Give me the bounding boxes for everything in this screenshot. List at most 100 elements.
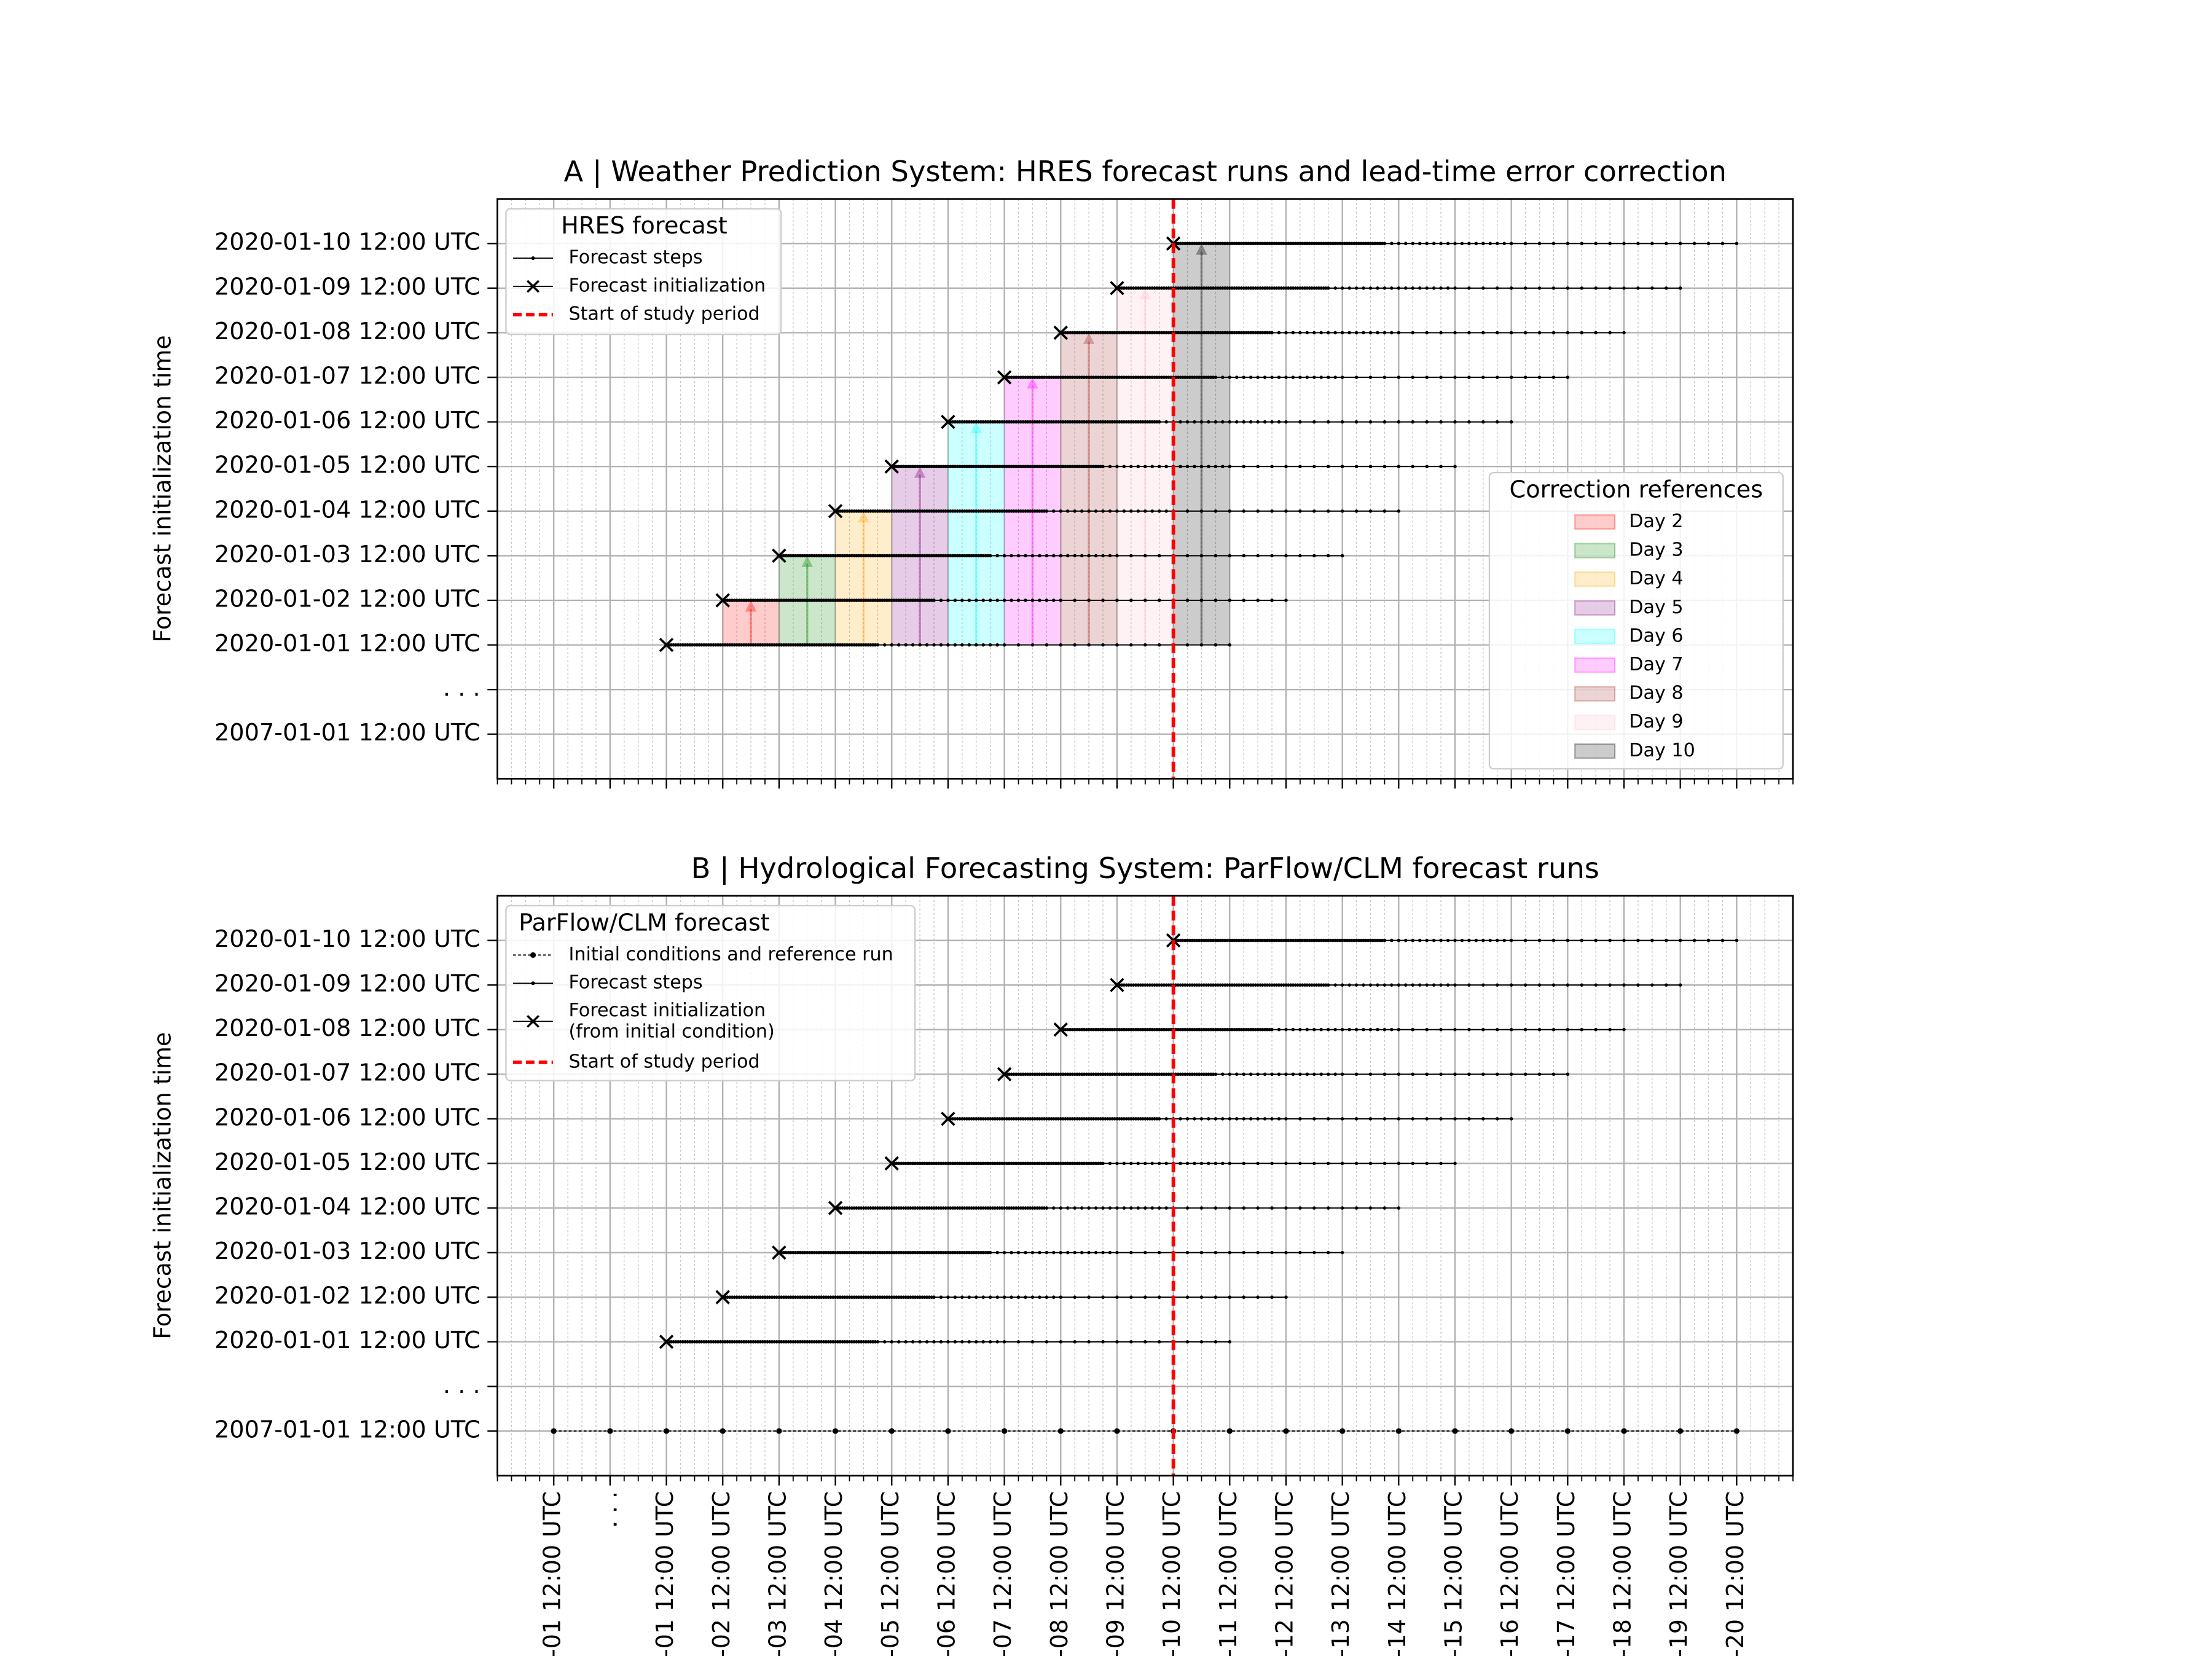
forecast-step bbox=[1143, 598, 1147, 602]
forecast-step bbox=[1059, 420, 1063, 424]
forecast-step bbox=[890, 1206, 894, 1210]
forecast-step bbox=[831, 1295, 835, 1299]
forecast-step bbox=[789, 1340, 793, 1344]
forecast-step bbox=[1019, 1117, 1023, 1121]
forecast-step bbox=[1143, 509, 1147, 513]
forecast-step bbox=[1129, 375, 1133, 379]
forecast-step bbox=[766, 1295, 769, 1299]
forecast-step bbox=[990, 509, 995, 513]
forecast-step bbox=[1021, 1072, 1025, 1077]
forecast-step bbox=[1263, 420, 1267, 424]
forecast-step bbox=[1251, 241, 1255, 246]
forecast-step bbox=[1007, 375, 1011, 379]
forecast-step bbox=[1065, 465, 1070, 468]
forecast-step bbox=[1150, 1206, 1155, 1210]
forecast-step bbox=[922, 1250, 927, 1255]
correction-arrow-head bbox=[1196, 243, 1207, 255]
forecast-step bbox=[833, 598, 837, 602]
forecast-step bbox=[876, 1295, 880, 1299]
forecast-step bbox=[995, 554, 999, 558]
forecast-step bbox=[953, 643, 957, 647]
legend-box bbox=[1488, 471, 1784, 770]
forecast-step bbox=[1221, 331, 1225, 335]
forecast-step bbox=[953, 1295, 957, 1299]
forecast-step bbox=[988, 420, 992, 424]
forecast-step bbox=[1340, 1072, 1344, 1077]
forecast-step bbox=[1007, 420, 1011, 424]
forecast-step bbox=[1091, 1072, 1096, 1077]
forecast-step bbox=[1380, 938, 1384, 943]
forecast-step bbox=[1190, 1027, 1194, 1032]
forecast-step bbox=[1362, 983, 1365, 987]
forecast-step bbox=[1162, 286, 1166, 290]
forecast-step bbox=[812, 643, 816, 647]
forecast-step bbox=[1467, 241, 1471, 246]
forecast-step bbox=[981, 643, 986, 647]
forecast-step bbox=[1338, 241, 1342, 246]
forecast-step bbox=[939, 509, 943, 513]
forecast-step bbox=[1199, 1295, 1204, 1299]
forecast-step bbox=[843, 1250, 847, 1255]
forecast-step bbox=[1664, 286, 1668, 290]
forecast-step bbox=[1089, 331, 1093, 335]
forecast-step bbox=[1014, 1072, 1018, 1077]
forecast-step bbox=[895, 554, 898, 558]
forecast-step bbox=[1190, 241, 1194, 246]
forecast-step bbox=[990, 1161, 995, 1166]
forecast-step bbox=[1303, 286, 1307, 290]
forecast-step bbox=[1115, 1161, 1119, 1166]
forecast-step bbox=[1113, 1027, 1116, 1032]
forecast-step bbox=[974, 1295, 978, 1299]
forecast-step bbox=[1157, 598, 1161, 602]
forecast-step bbox=[1049, 1161, 1053, 1166]
forecast-step bbox=[1340, 241, 1344, 246]
forecast-step bbox=[1735, 938, 1739, 943]
forecast-step bbox=[1033, 1117, 1037, 1121]
forecast-step bbox=[887, 509, 892, 513]
x-tick-label: 2020-01-06 12:00 UTC bbox=[933, 1491, 960, 1659]
forecast-step bbox=[1354, 375, 1359, 379]
forecast-step bbox=[946, 1250, 950, 1255]
y-tick-label: 2020-01-10 12:00 UTC bbox=[214, 925, 480, 952]
forecast-step bbox=[847, 1250, 852, 1255]
forecast-step bbox=[1033, 465, 1037, 468]
forecast-step bbox=[723, 1340, 727, 1344]
forecast-step bbox=[1237, 286, 1241, 290]
forecast-step bbox=[1216, 983, 1220, 987]
forecast-step bbox=[960, 554, 964, 558]
forecast-step bbox=[909, 1206, 912, 1210]
forecast-step bbox=[1291, 286, 1295, 290]
forecast-step bbox=[1052, 1250, 1056, 1255]
forecast-step bbox=[1129, 331, 1133, 335]
forecast-step bbox=[1021, 420, 1025, 424]
forecast-step bbox=[855, 1340, 858, 1344]
forecast-step bbox=[1312, 241, 1316, 246]
forecast-step bbox=[1078, 375, 1081, 379]
forecast-step bbox=[815, 598, 818, 602]
forecast-step bbox=[726, 1295, 729, 1299]
forecast-step bbox=[1094, 509, 1098, 513]
forecast-step bbox=[1099, 375, 1102, 379]
forecast-step bbox=[1084, 1161, 1089, 1166]
forecast-step bbox=[1239, 331, 1244, 335]
forecast-step bbox=[1249, 938, 1253, 943]
forecast-step bbox=[935, 1206, 938, 1210]
forecast-step bbox=[1664, 241, 1668, 246]
forecast-step bbox=[1453, 420, 1457, 424]
forecast-step bbox=[732, 598, 737, 602]
forecast-step bbox=[1622, 983, 1626, 987]
forecast-step bbox=[1024, 1295, 1027, 1299]
forecast-step bbox=[984, 509, 987, 513]
forecast-step bbox=[1199, 1027, 1204, 1032]
forecast-step bbox=[861, 1206, 866, 1210]
forecast-step bbox=[1124, 1072, 1129, 1077]
forecast-step bbox=[1221, 465, 1225, 468]
forecast-step bbox=[1145, 1117, 1150, 1121]
forecast-step bbox=[1153, 420, 1156, 424]
forecast-step bbox=[1014, 1206, 1018, 1210]
forecast-step bbox=[873, 1295, 877, 1299]
forecast-step bbox=[911, 598, 915, 602]
forecast-step bbox=[1199, 286, 1204, 290]
forecast-step bbox=[1179, 331, 1182, 335]
forecast-step bbox=[1181, 286, 1185, 290]
